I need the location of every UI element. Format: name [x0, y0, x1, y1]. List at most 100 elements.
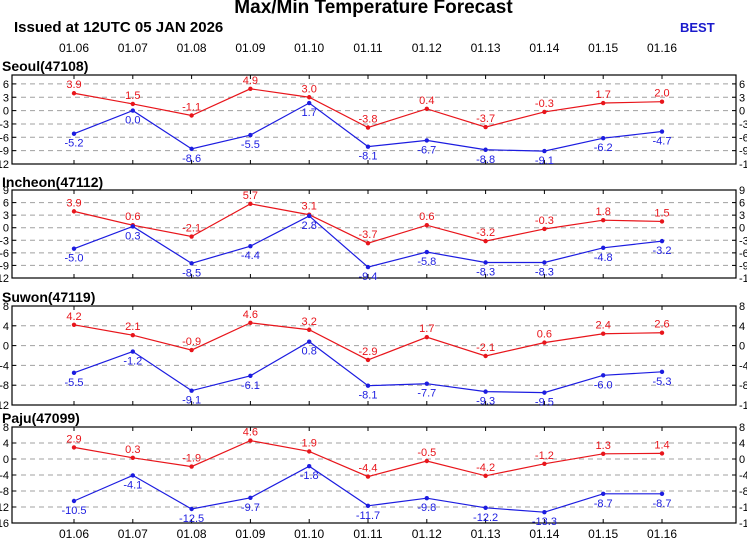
min-temp-point: [189, 388, 194, 393]
max-temp-point: [248, 201, 253, 207]
max-temp-label: 1.9: [302, 437, 317, 449]
station-title: Incheon(47112): [2, 174, 103, 190]
min-temp-label: -7.7: [417, 388, 436, 400]
max-temp-point: [601, 100, 606, 106]
top-date-label: 01.07: [118, 41, 148, 55]
max-temp-point: [483, 473, 488, 478]
issued-time: Issued at 12UTC 05 JAN 2026: [14, 19, 224, 36]
min-temp-label: 1.7: [302, 107, 317, 119]
min-temp-point: [542, 390, 547, 395]
min-temp-point: [307, 339, 312, 344]
y-tick-label-right: -4: [739, 360, 747, 372]
max-temp-label: 1.3: [596, 440, 611, 452]
min-temp-point: [601, 135, 606, 141]
max-temp-label: 3.9: [66, 197, 81, 209]
y-tick-label-right: 6: [739, 198, 745, 210]
y-tick-label-left: -3: [0, 119, 9, 131]
max-temp-label: -0.3: [535, 215, 554, 227]
y-tick-label-right: -4: [739, 470, 747, 482]
min-temp-label: -4.1: [123, 479, 142, 491]
min-temp-label: -8.7: [594, 498, 613, 510]
min-temp-point: [248, 495, 253, 500]
max-temp-label: 1.7: [419, 323, 434, 335]
y-tick-label-right: 4: [739, 438, 745, 450]
max-temp-point: [71, 322, 77, 328]
max-temp-label: 1.7: [596, 89, 611, 101]
station-title: Paju(47099): [2, 410, 80, 426]
min-temp-label: -13.3: [532, 516, 557, 528]
max-temp-label: -0.9: [182, 336, 201, 348]
min-temp-label: -12.2: [473, 512, 498, 524]
min-temp-label: -5.5: [65, 377, 84, 389]
min-temp-point: [189, 506, 194, 512]
max-temp-label: 0.4: [419, 95, 434, 107]
y-tick-label-right: -3: [739, 119, 747, 131]
y-tick-label-left: -16: [0, 518, 9, 530]
min-temp-point: [307, 100, 312, 106]
bottom-date-label: 01.15: [588, 527, 618, 540]
min-temp-point: [365, 264, 371, 270]
min-temp-point: [542, 510, 547, 515]
min-temp-point: [71, 370, 77, 376]
y-tick-label-left: 8: [3, 422, 9, 434]
y-tick-label-right: -12: [739, 400, 747, 412]
y-tick-label-left: 0: [3, 106, 9, 118]
max-temp-label: -3.2: [476, 227, 495, 239]
y-tick-label-right: -12: [739, 273, 747, 285]
y-tick-label-left: 4: [3, 321, 9, 333]
min-temp-label: -6.0: [594, 379, 613, 391]
max-temp-label: 3.1: [302, 201, 317, 213]
min-temp-label: -8.3: [535, 266, 554, 278]
min-temp-point: [365, 503, 371, 508]
max-temp-point: [424, 223, 429, 228]
min-temp-point: [659, 238, 665, 244]
min-temp-label: -6.2: [594, 142, 613, 154]
y-tick-label-right: 3: [739, 92, 745, 104]
min-temp-point: [189, 146, 194, 152]
y-tick-label-right: -8: [739, 380, 747, 392]
max-temp-point: [659, 99, 665, 104]
y-tick-label-left: 6: [3, 79, 9, 91]
min-temp-label: -5.5: [241, 139, 260, 151]
top-date-label: 01.14: [529, 41, 559, 55]
min-temp-point: [189, 261, 194, 266]
max-temp-point: [483, 124, 488, 130]
min-temp-label: -9.8: [417, 502, 436, 514]
min-temp-point: [601, 245, 606, 251]
max-temp-label: -2.1: [182, 223, 201, 235]
max-temp-label: 0.6: [419, 211, 434, 223]
max-temp-point: [365, 474, 371, 479]
min-temp-label: -8.5: [182, 267, 201, 279]
y-tick-label-right: 0: [739, 454, 745, 466]
max-temp-point: [601, 217, 606, 223]
max-temp-label: -0.3: [535, 98, 554, 110]
max-temp-point: [189, 464, 194, 469]
max-temp-point: [71, 445, 77, 450]
y-tick-label-right: 6: [739, 79, 745, 91]
max-temp-point: [542, 461, 547, 466]
max-temp-point: [307, 449, 312, 454]
max-temp-point: [365, 357, 371, 363]
y-tick-label-left: 3: [3, 210, 9, 222]
top-date-label: 01.10: [294, 41, 324, 55]
max-temp-point: [424, 458, 429, 464]
min-temp-point: [248, 132, 253, 138]
min-temp-label: -6.1: [241, 380, 260, 392]
max-temp-point: [365, 241, 371, 246]
min-temp-point: [248, 243, 253, 249]
panel-frame: [11, 74, 737, 165]
max-temp-point: [130, 101, 135, 107]
max-temp-label: -3.8: [359, 114, 378, 126]
min-temp-point: [307, 213, 312, 219]
max-temp-point: [248, 320, 253, 326]
min-temp-label: 0.8: [302, 346, 317, 358]
min-temp-point: [601, 491, 606, 496]
max-temp-label: 0.6: [537, 329, 552, 341]
max-temp-point: [659, 330, 665, 335]
min-temp-point: [483, 389, 488, 394]
y-tick-label-right: -12: [739, 502, 747, 514]
y-tick-label-right: 8: [739, 301, 745, 313]
y-tick-label-right: 9: [739, 185, 745, 197]
max-temp-label: 4.6: [243, 427, 258, 439]
